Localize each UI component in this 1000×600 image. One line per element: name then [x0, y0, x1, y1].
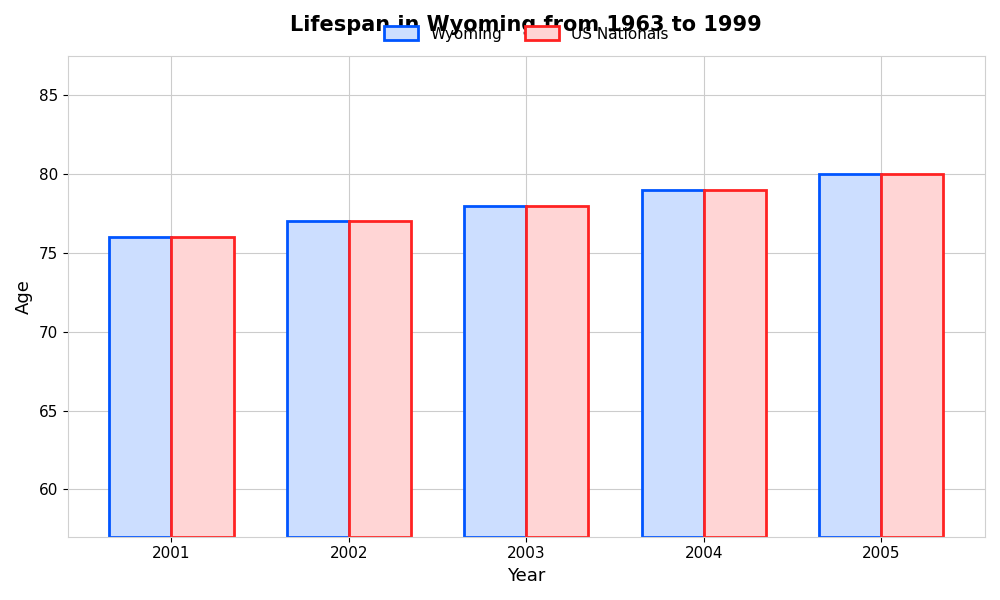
Bar	[464, 206, 526, 537]
Bar	[819, 174, 881, 537]
Bar	[171, 237, 234, 537]
Title: Lifespan in Wyoming from 1963 to 1999: Lifespan in Wyoming from 1963 to 1999	[290, 15, 762, 35]
X-axis label: Year: Year	[507, 567, 546, 585]
Y-axis label: Age: Age	[15, 279, 33, 314]
Bar	[881, 174, 943, 537]
Bar	[526, 206, 588, 537]
Bar	[349, 221, 411, 537]
Bar	[109, 237, 171, 537]
Bar	[642, 190, 704, 537]
Bar	[704, 190, 766, 537]
Legend: Wyoming, US Nationals: Wyoming, US Nationals	[378, 20, 674, 47]
Bar	[287, 221, 349, 537]
